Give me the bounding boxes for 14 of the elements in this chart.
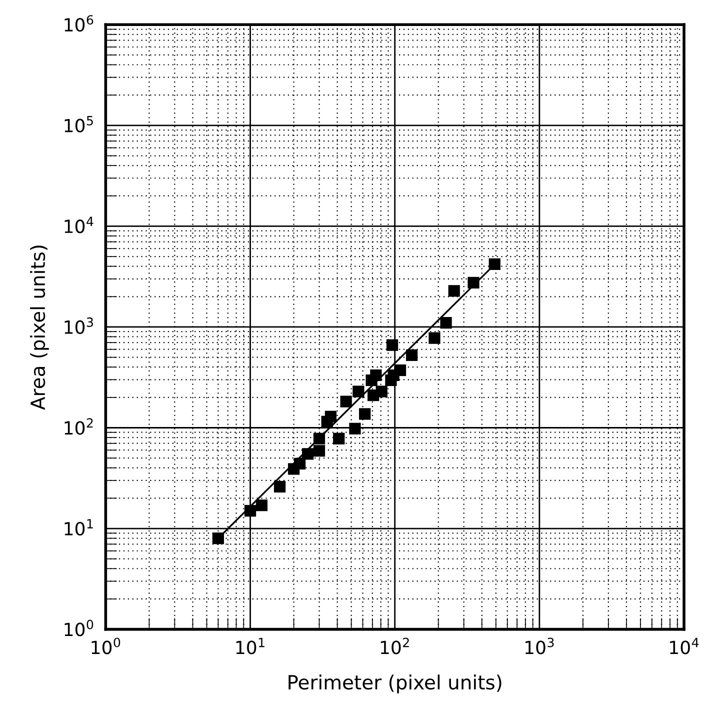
y-tick-label: 10$^{4}$: [64, 216, 94, 234]
y-tick-label: 10$^{2}$: [64, 418, 93, 435]
x-tick-label: 10$^{0}$: [92, 638, 120, 654]
x-tick-label: 10$^{4}$: [670, 638, 699, 654]
x-tick-label: 10$^{2}$: [380, 638, 409, 654]
x-tick-label: 10$^{1}$: [236, 638, 264, 654]
y-tick-label: 10$^{6}$: [64, 15, 94, 32]
x-axis-title: Perimeter (pixel units): [288, 674, 502, 694]
y-tick-label: 10$^{5}$: [64, 116, 93, 132]
y-tick-label: 10$^{3}$: [64, 317, 93, 334]
y-tick-label: 10$^{0}$: [64, 620, 94, 636]
x-tick-label: 10$^{3}$: [526, 638, 554, 654]
y-tick-label: 10$^{1}$: [64, 519, 93, 536]
y-axis-title: Area (pixel units): [30, 246, 49, 410]
